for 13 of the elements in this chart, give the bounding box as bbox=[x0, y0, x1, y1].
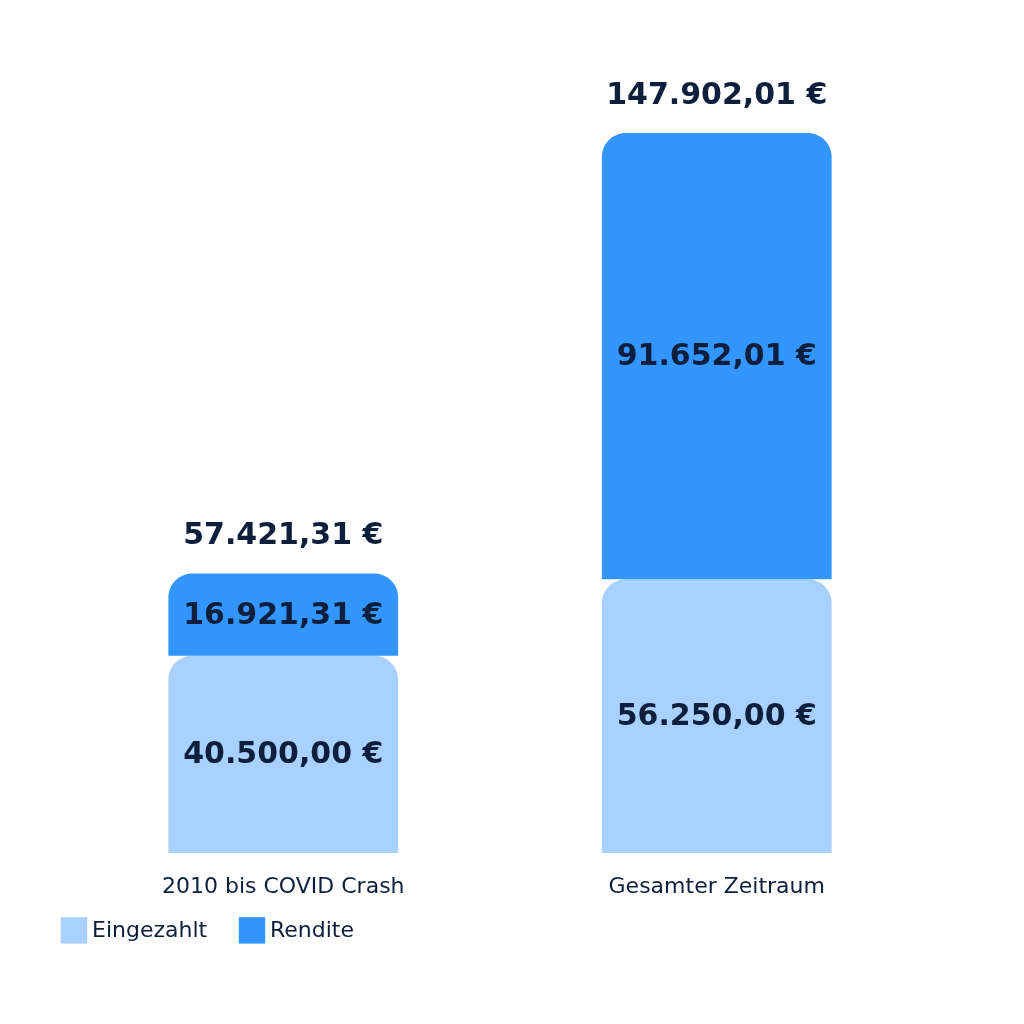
data-label: 56.250,00 € bbox=[616, 697, 817, 733]
data-label: 91.652,01 € bbox=[616, 337, 817, 373]
data-label: 16.921,31 € bbox=[183, 595, 384, 631]
legend-label: Rendite bbox=[270, 917, 355, 943]
x-tick-label: Gesamter Zeitraum bbox=[608, 872, 825, 898]
data-label: 40.500,00 € bbox=[183, 735, 384, 771]
bar bbox=[601, 579, 832, 853]
total-label: 57.421,31 € bbox=[183, 516, 384, 552]
bar bbox=[168, 655, 399, 853]
total-label: 147.902,01 € bbox=[606, 76, 828, 111]
bar bbox=[601, 133, 832, 580]
legend-label: Eingezahlt bbox=[92, 917, 208, 943]
x-tick-label: 2010 bis COVID Crash bbox=[161, 872, 405, 898]
